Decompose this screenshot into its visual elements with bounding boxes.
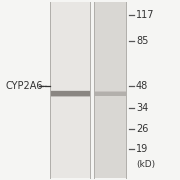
Bar [94,91,126,96]
Text: 117: 117 [136,10,154,20]
Bar [94,2,126,178]
Bar [94,2,126,178]
Bar [50,91,90,96]
Text: 19: 19 [136,143,148,154]
Text: CYP2A6: CYP2A6 [6,81,43,91]
Bar [94,91,126,96]
Text: 26: 26 [136,124,148,134]
Bar [94,91,126,96]
Bar [50,90,90,97]
Text: 34: 34 [136,103,148,113]
Bar [50,2,90,178]
Bar [50,91,90,96]
Text: (kD): (kD) [136,160,155,169]
Bar [50,91,90,97]
Text: 85: 85 [136,35,148,46]
Text: 48: 48 [136,81,148,91]
